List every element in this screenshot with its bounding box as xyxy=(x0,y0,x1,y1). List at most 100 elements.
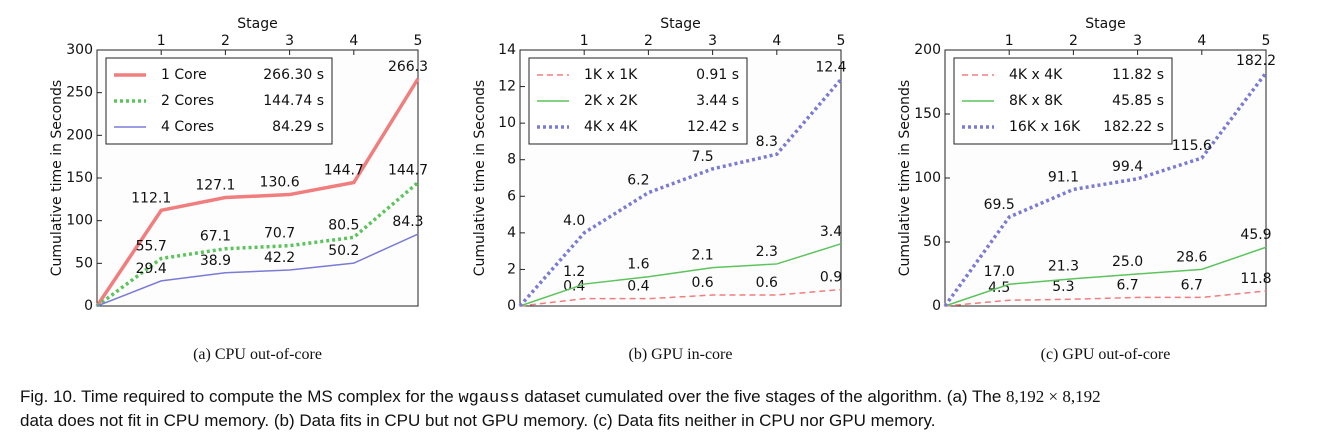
subcaption: (c) GPU out-of-core xyxy=(1040,346,1171,363)
data-label: 7.5 xyxy=(691,149,713,165)
legend-label: 4K x 4K xyxy=(1009,67,1063,83)
x-axis-title: Stage xyxy=(1085,16,1125,32)
data-label: 127.1 xyxy=(195,178,235,194)
data-label: 8.3 xyxy=(756,134,778,150)
y-tick-label: 100 xyxy=(66,213,93,229)
legend-label: 1 Core xyxy=(161,67,207,83)
y-tick-label: 2 xyxy=(507,261,516,277)
y-tick-label: 150 xyxy=(66,170,93,186)
legend-label: 8K x 8K xyxy=(1009,93,1063,109)
data-label: 2.1 xyxy=(691,248,713,264)
x-tick-label: 5 xyxy=(414,33,423,49)
y-tick-label: 12 xyxy=(498,79,516,95)
x-tick-label: 1 xyxy=(1005,33,1014,49)
data-label: 6.7 xyxy=(1181,277,1203,293)
legend-value: 12.42 s xyxy=(687,119,739,135)
subcaption: (b) GPU in-core xyxy=(628,346,733,363)
y-tick-label: 100 xyxy=(914,170,941,186)
y-axis-title: Cumulative time in Seconds xyxy=(472,80,488,276)
legend-value: 182.22 s xyxy=(1103,119,1164,135)
legend-label: 16K x 16K xyxy=(1009,119,1081,135)
data-label: 130.6 xyxy=(260,175,300,191)
data-label: 29.4 xyxy=(136,261,167,277)
x-tick-label: 1 xyxy=(580,33,589,49)
data-label: 3.4 xyxy=(820,224,842,240)
y-tick-label: 4 xyxy=(507,225,516,241)
data-label: 67.1 xyxy=(200,229,231,245)
data-label: 25.0 xyxy=(1112,254,1143,270)
data-label: 266.3 xyxy=(388,59,428,75)
legend-label: 2 Cores xyxy=(161,93,214,109)
data-label: 55.7 xyxy=(136,238,167,254)
caption-text: dataset cumulated over the five stages o… xyxy=(519,387,1006,406)
y-tick-label: 0 xyxy=(507,298,516,314)
legend-value: 11.82 s xyxy=(1112,67,1164,83)
data-label: 182.2 xyxy=(1236,53,1276,69)
legend-value: 144.74 s xyxy=(263,93,324,109)
data-label: 21.3 xyxy=(1048,259,1079,275)
data-label: 1.2 xyxy=(563,264,585,280)
legend-value: 3.44 s xyxy=(696,93,739,109)
y-tick-label: 6 xyxy=(507,188,516,204)
data-label: 12.4 xyxy=(815,59,846,75)
series-line xyxy=(944,246,1267,307)
x-axis-title: Stage xyxy=(237,16,277,32)
y-tick-label: 14 xyxy=(498,42,516,58)
data-label: 11.8 xyxy=(1240,271,1271,287)
data-label: 45.9 xyxy=(1240,227,1271,243)
x-tick-label: 4 xyxy=(349,33,358,49)
legend-value: 84.29 s xyxy=(272,119,324,135)
y-axis-title: Cumulative time in Seconds xyxy=(49,80,65,276)
y-tick-label: 200 xyxy=(66,127,93,143)
caption-text: Fig. 10. Time required to compute the MS… xyxy=(20,387,459,406)
y-tick-label: 50 xyxy=(923,234,941,250)
x-tick-label: 3 xyxy=(708,33,717,49)
legend-label: 1K x 1K xyxy=(584,67,638,83)
y-tick-label: 0 xyxy=(84,298,93,314)
x-axis-title: Stage xyxy=(660,16,700,32)
data-label: 0.6 xyxy=(756,275,778,291)
y-tick-label: 250 xyxy=(66,85,93,101)
series-line xyxy=(95,181,420,308)
data-label: 4.0 xyxy=(563,213,585,229)
data-label: 42.2 xyxy=(264,250,295,266)
series-line xyxy=(95,77,420,307)
caption-math: 8,192 × 8,192 xyxy=(1006,387,1101,406)
x-tick-label: 3 xyxy=(1133,33,1142,49)
data-label: 112.1 xyxy=(131,190,171,206)
data-label: 80.5 xyxy=(328,217,359,233)
y-tick-label: 0 xyxy=(932,298,941,314)
legend-box xyxy=(105,57,333,145)
data-label: 144.7 xyxy=(388,163,428,179)
x-tick-label: 4 xyxy=(1197,33,1206,49)
data-label: 6.2 xyxy=(627,173,649,189)
x-tick-label: 4 xyxy=(772,33,781,49)
y-tick-label: 200 xyxy=(914,42,941,58)
series-line xyxy=(944,290,1267,307)
x-tick-label: 2 xyxy=(644,33,653,49)
x-tick-label: 1 xyxy=(157,33,166,49)
series-line xyxy=(519,288,842,307)
data-label: 84.3 xyxy=(392,214,423,230)
data-label: 6.7 xyxy=(1116,277,1138,293)
legend-label: 2K x 2K xyxy=(584,93,638,109)
legend-label: 4K x 4K xyxy=(584,119,638,135)
data-label: 38.9 xyxy=(200,253,231,269)
data-label: 50.2 xyxy=(328,243,359,259)
legend-label: 4 Cores xyxy=(161,119,214,135)
data-label: 144.7 xyxy=(324,163,364,179)
data-label: 2.3 xyxy=(756,244,778,260)
series-line xyxy=(519,243,842,307)
x-tick-label: 2 xyxy=(1069,33,1078,49)
data-label: 17.0 xyxy=(984,264,1015,280)
data-label: 1.6 xyxy=(627,257,649,273)
legend-value: 0.91 s xyxy=(696,67,739,83)
data-label: 99.4 xyxy=(1112,159,1143,175)
x-tick-label: 3 xyxy=(285,33,294,49)
data-label: 91.1 xyxy=(1048,169,1079,185)
figure-caption: Fig. 10. Time required to compute the MS… xyxy=(20,386,1101,432)
data-label: 0.4 xyxy=(627,279,649,295)
legend-value: 266.30 s xyxy=(263,67,324,83)
